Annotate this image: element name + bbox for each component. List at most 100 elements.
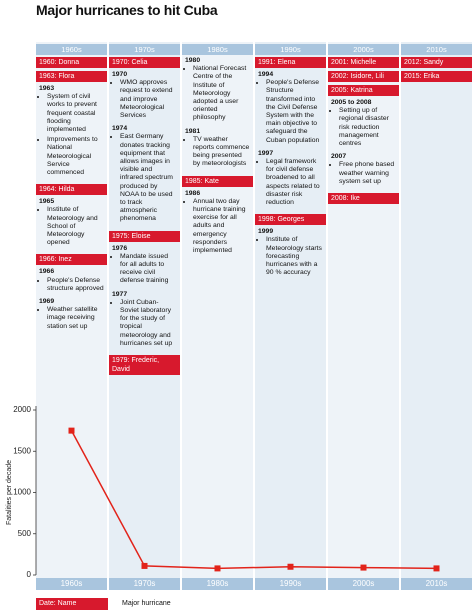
x-label-bar — [36, 578, 107, 590]
event: 1980National Forecast Centre of the Inst… — [182, 57, 253, 128]
event-year: 1969 — [39, 298, 55, 306]
event-bullet: Annual two day hurricane training exerci… — [193, 198, 250, 255]
decade-header: 1980s — [182, 44, 253, 55]
decade-column: 1960s 1960: Donna 1963: Flora 1963System of… — [36, 44, 107, 396]
column-stripe — [109, 42, 180, 590]
x-tick-label: 1960s — [61, 579, 83, 588]
event-year: 1974 — [112, 125, 128, 133]
event-year: 1965 — [39, 198, 55, 206]
event-bullet: East Germany donates tracking equipment … — [120, 133, 177, 223]
event-list: People's Defense Structure transformed i… — [258, 79, 323, 145]
x-label-bar — [328, 578, 399, 590]
x-label-bar — [255, 578, 326, 590]
point — [433, 565, 440, 572]
x-label-bar — [109, 578, 180, 590]
hurricane-label: 1991: Elena — [255, 57, 326, 68]
point — [214, 565, 221, 572]
hurricane-label: 2012: Sandy — [401, 57, 472, 68]
decade-column: 1990s 1991: Elena 1994People's Defense Str… — [255, 44, 326, 396]
decade-column: 1980s 1980National Forecast Centre of the… — [182, 44, 253, 396]
event-bullet: TV weather reports commence being presen… — [193, 136, 250, 169]
event-year: 1966 — [39, 268, 55, 276]
event: 1974East Germany donates tracking equipm… — [109, 125, 180, 228]
event-year: 1999 — [258, 228, 274, 236]
event-list: Mandate issued for all adults to receive… — [112, 253, 177, 286]
event: 1977Joint Cuban-Soviet laboratory for th… — [109, 291, 180, 353]
event-list: Institute of Meteorology starts forecast… — [258, 236, 323, 277]
event-bullet: Institute of Meteorology and School of M… — [47, 206, 104, 247]
hurricane-label: 1979: Frederic, David — [109, 355, 180, 376]
hurricane-label: 2001: Michelle — [328, 57, 399, 68]
series-line — [70, 430, 437, 570]
event-bullet: System of civil works to prevent frequen… — [47, 93, 104, 134]
event: 1986Annual two day hurricane training ex… — [182, 190, 253, 261]
event: 1969Weather satellite image receiving st… — [36, 298, 107, 336]
y-tick-label: 1000 — [13, 488, 31, 497]
event-list: System of civil works to prevent frequen… — [39, 93, 104, 177]
hurricane-label: 2008: Ike — [328, 193, 399, 205]
x-tick-label: 2000s — [353, 579, 375, 588]
hurricane-label: 1975: Eloise — [109, 230, 180, 242]
event-bullet: Setting up of regional disaster risk red… — [339, 107, 396, 148]
event-year: 2007 — [331, 153, 347, 161]
decade-header: 1960s — [36, 44, 107, 55]
x-tick-label: 1980s — [207, 579, 229, 588]
event: 1994People's Defense Structure transform… — [255, 71, 326, 150]
y-tick-label: 0 — [27, 570, 32, 579]
event-bullet: Free phone based weather warning system … — [339, 161, 396, 186]
legend-label: Major hurricane — [122, 600, 171, 607]
event: 1981TV weather reports commence being pr… — [182, 128, 253, 174]
event-bullet: Mandate issued for all adults to receive… — [120, 253, 177, 286]
event-list: People's Defense structure approved — [39, 277, 104, 293]
event-year: 1997 — [258, 149, 274, 157]
hurricane-label: 1963: Flora — [36, 71, 107, 82]
column-stripe — [255, 42, 326, 590]
event: 1997Legal framework for civil defense br… — [255, 150, 326, 212]
event: 1965Institute of Meteorology and School … — [36, 198, 107, 252]
event-year: 1970 — [112, 71, 128, 78]
event-list: East Germany donates tracking equipment … — [112, 133, 177, 223]
hurricane-label: 2002: Isidore, Lili — [328, 71, 399, 82]
event-year: 1981 — [185, 127, 201, 135]
decade-header: 1990s — [255, 44, 326, 55]
event: 1976Mandate issued for all adults to rec… — [109, 245, 180, 291]
x-label-bar — [401, 578, 472, 590]
x-label-bar — [182, 578, 253, 590]
event-list: WMO approves request to extend and impro… — [112, 79, 177, 120]
event-year: 2005 to 2008 — [331, 99, 372, 106]
column-stripe — [182, 42, 253, 590]
event-bullet: Improvements to National Meteorological … — [47, 136, 104, 177]
event-list: Setting up of regional disaster risk red… — [331, 107, 396, 148]
event-bullet: Institute of Meteorology starts forecast… — [266, 236, 323, 277]
decade-column: 1970s 1970: Celia 1970WMO approves request… — [109, 44, 180, 396]
point — [287, 563, 294, 570]
column-stripe — [36, 42, 107, 590]
event-year: 1986 — [185, 189, 201, 197]
hurricane-label: 1970: Celia — [109, 57, 180, 68]
event-year: 1977 — [112, 290, 128, 298]
event-list: Annual two day hurricane training exerci… — [185, 198, 250, 255]
event: 1963System of civil works to prevent fre… — [36, 85, 107, 182]
event-year: 1963 — [39, 85, 55, 92]
hurricane-label: 2005: Katrina — [328, 85, 399, 96]
event: 1999Institute of Meteorology starts fore… — [255, 228, 326, 282]
x-tick-label: 1990s — [280, 579, 302, 588]
event-bullet: WMO approves request to extend and impro… — [120, 79, 177, 120]
hurricane-label: 1964: Hilda — [36, 184, 107, 196]
point — [141, 562, 148, 569]
x-tick-label: 2010s — [426, 579, 448, 588]
event-bullet: Legal framework for civil defense broade… — [266, 158, 323, 207]
event: 1966People's Defense structure approved — [36, 268, 107, 298]
decade-column: 2010s 2012: Sandy 2015: Erika — [401, 44, 472, 396]
hurricane-label: 1998: Georges — [255, 214, 326, 226]
decade-column: 2000s 2001: Michelle 2002: Isidore, Lili 20… — [328, 44, 399, 396]
hurricane-label: 1985: Kate — [182, 175, 253, 187]
legend-key: Date: Name — [36, 598, 108, 610]
event-list: Joint Cuban-Soviet laboratory for the st… — [112, 299, 177, 348]
event-bullet: National Forecast Centre of the Institut… — [193, 65, 250, 122]
event: 1970WMO approves request to extend and i… — [109, 71, 180, 125]
point — [68, 427, 75, 434]
decade-header: 2000s — [328, 44, 399, 55]
event-list: Weather satellite image receiving statio… — [39, 306, 104, 331]
